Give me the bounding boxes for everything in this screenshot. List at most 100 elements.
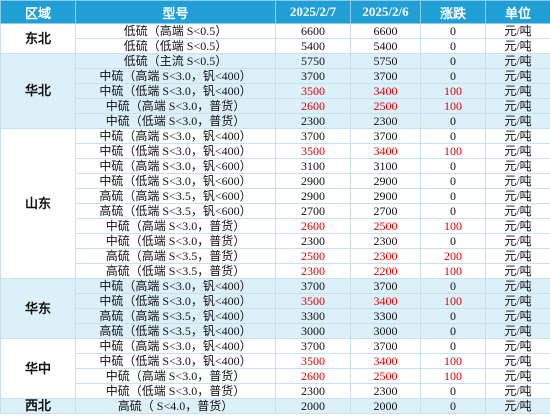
price-current: 3000 xyxy=(275,323,351,339)
header-cell: 2025/2/6 xyxy=(350,0,421,24)
price-current: 2700 xyxy=(275,203,351,219)
change: 0 xyxy=(420,338,486,354)
change: 0 xyxy=(420,53,486,69)
region: 华中 xyxy=(0,338,76,399)
price-current: 5400 xyxy=(275,38,351,54)
price-previous: 6600 xyxy=(350,23,421,39)
table-row: 中硫（低端 S<3.0，钒<400） 3500 3400 100 元/吨 xyxy=(1,293,550,309)
price-previous: 3400 xyxy=(350,293,421,309)
model: 中硫（低端 S<3.0，钒<600） xyxy=(75,173,276,189)
price-previous: 3400 xyxy=(350,353,421,369)
table-row: 西北 高硫（ S<4.0，普货） 2000 2000 0 元/吨 xyxy=(0,398,550,414)
unit: 元/吨 xyxy=(485,308,550,324)
price-previous: 2000 xyxy=(350,398,421,414)
table-row: 中硫（高端 S<3.0，钒<600） 3100 3100 0 元/吨 xyxy=(1,158,550,174)
model: 中硫（低端 S<3.0，普货） xyxy=(75,383,276,399)
change: 100 xyxy=(420,368,486,384)
unit: 元/吨 xyxy=(485,158,550,174)
model: 高硫（低端 S<3.5，钒<400） xyxy=(75,323,276,339)
price-previous: 2300 xyxy=(350,383,421,399)
table-row: 高硫（高端 S<3.5，钒<600） 2900 2900 0 元/吨 xyxy=(1,188,550,204)
unit: 元/吨 xyxy=(485,368,550,384)
change: 0 xyxy=(420,188,486,204)
header-cell: 型号 xyxy=(75,0,276,24)
table-row: 山东 中硫（高端 S<3.0，钒<400） 3700 3700 0 元/吨 xyxy=(0,128,550,279)
unit: 元/吨 xyxy=(485,38,550,54)
region: 西北 xyxy=(0,398,76,414)
price-current: 3700 xyxy=(275,128,351,144)
unit: 元/吨 xyxy=(485,323,550,339)
model: 中硫（高端 S<3.0，普货） xyxy=(75,98,276,114)
price-current: 2600 xyxy=(275,98,351,114)
header-cell: 2025/2/7 xyxy=(275,0,351,24)
price-previous: 2500 xyxy=(350,368,421,384)
header-cell: 区域 xyxy=(0,0,76,24)
price-previous: 5400 xyxy=(350,38,421,54)
change: 0 xyxy=(420,113,486,129)
model: 高硫（低端 S<3.5，普货） xyxy=(75,263,276,279)
change: 100 xyxy=(420,83,486,99)
model: 高硫（低端 S<3.5，钒<600） xyxy=(75,203,276,219)
model: 中硫（低端 S<3.0，钒<400） xyxy=(75,83,276,99)
price-previous: 3700 xyxy=(350,128,421,144)
table-row: 中硫（高端 S<3.0，钒<400） 3700 3700 0 元/吨 xyxy=(1,68,550,84)
price-current: 2300 xyxy=(275,383,351,399)
price-current: 2600 xyxy=(275,368,351,384)
table-row: 中硫（高端 S<3.0，普货） 2600 2500 100 元/吨 xyxy=(1,218,550,234)
price-current: 2500 xyxy=(275,248,351,264)
price-previous: 2900 xyxy=(350,188,421,204)
table-row: 中硫（低端 S<3.0，普货） 2300 2300 0 元/吨 xyxy=(1,113,550,129)
price-current: 5750 xyxy=(275,53,351,69)
price-previous: 2300 xyxy=(350,233,421,249)
model: 高硫（高端 S<3.5，钒<400） xyxy=(75,308,276,324)
price-current: 3300 xyxy=(275,308,351,324)
model: 中硫（高端 S<3.0，钒<400） xyxy=(75,68,276,84)
unit: 元/吨 xyxy=(485,278,550,294)
unit: 元/吨 xyxy=(485,248,550,264)
price-previous: 3700 xyxy=(350,278,421,294)
change: 0 xyxy=(420,233,486,249)
price-previous: 3400 xyxy=(350,83,421,99)
price-previous: 3400 xyxy=(350,143,421,159)
change: 0 xyxy=(420,23,486,39)
unit: 元/吨 xyxy=(485,293,550,309)
region: 华北 xyxy=(0,53,76,129)
unit: 元/吨 xyxy=(485,23,550,39)
price-previous: 3000 xyxy=(350,323,421,339)
unit: 元/吨 xyxy=(485,143,550,159)
table-row: 高硫（低端 S<3.5，普货） 2300 2200 100 元/吨 xyxy=(1,263,550,279)
price-previous: 2700 xyxy=(350,203,421,219)
price-current: 3100 xyxy=(275,158,351,174)
table-row: 中硫（低端 S<3.0，钒<400） 3500 3400 100 元/吨 xyxy=(1,83,550,99)
table-row: 华东 中硫（高端 S<3.0，钒<400） 3700 3700 0 元/吨 xyxy=(0,278,550,339)
table-body: 东北 低硫（高端 S<0.5） 6600 6600 0 元/吨 低硫（低端 S<0.5） 54… xyxy=(0,23,550,414)
change: 100 xyxy=(420,353,486,369)
price-current: 3700 xyxy=(275,278,351,294)
unit: 元/吨 xyxy=(485,188,550,204)
table-row: 中硫（高端 S<3.0，普货） 2600 2500 100 元/吨 xyxy=(1,368,550,384)
unit: 元/吨 xyxy=(485,263,550,279)
price-previous: 2300 xyxy=(350,248,421,264)
change: 100 xyxy=(420,218,486,234)
model: 低硫（低端 S<0.5） xyxy=(75,38,276,54)
unit: 元/吨 xyxy=(485,173,550,189)
unit: 元/吨 xyxy=(485,128,550,144)
change: 0 xyxy=(420,383,486,399)
price-previous: 3300 xyxy=(350,308,421,324)
price-current: 3700 xyxy=(275,68,351,84)
price-previous: 3700 xyxy=(350,338,421,354)
unit: 元/吨 xyxy=(485,53,550,69)
price-previous: 2200 xyxy=(350,263,421,279)
price-previous: 2900 xyxy=(350,173,421,189)
price-current: 3500 xyxy=(275,293,351,309)
table-row: 低硫（低端 S<0.5） 5400 5400 0 元/吨 xyxy=(1,38,550,54)
table-row: 高硫（高端 S<3.5，钒<400） 3300 3300 0 元/吨 xyxy=(1,308,550,324)
unit: 元/吨 xyxy=(485,218,550,234)
price-current: 2900 xyxy=(275,173,351,189)
region: 山东 xyxy=(0,128,76,279)
change: 0 xyxy=(420,128,486,144)
model: 中硫（低端 S<3.0，普货） xyxy=(75,233,276,249)
price-previous: 2300 xyxy=(350,113,421,129)
change: 0 xyxy=(420,68,486,84)
change: 0 xyxy=(420,278,486,294)
